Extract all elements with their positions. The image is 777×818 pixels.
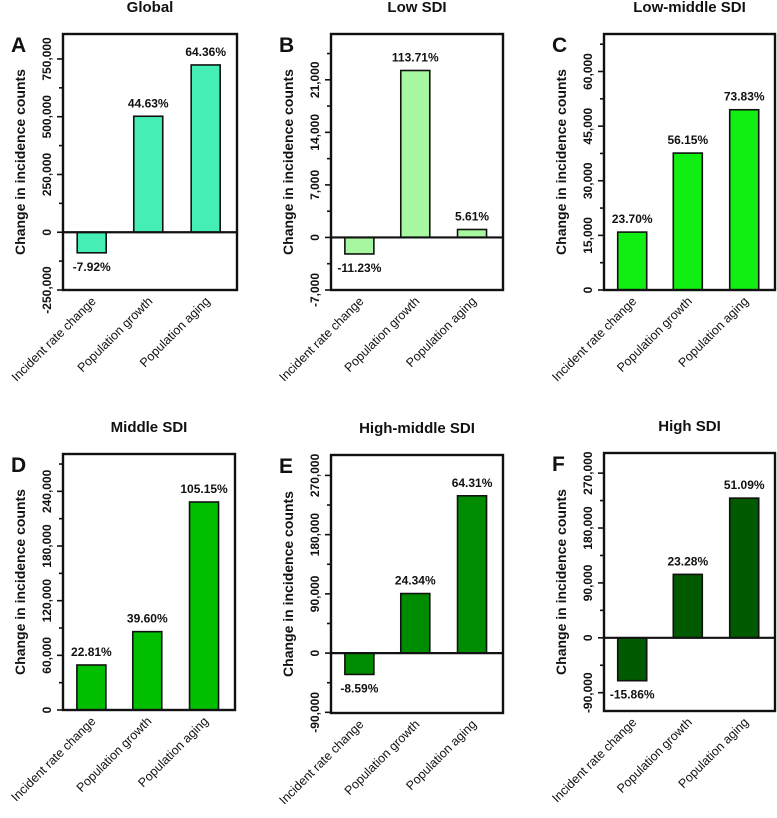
bar-2	[672, 573, 704, 639]
y-tick-label: 60,000	[40, 637, 54, 674]
plot-frame	[329, 453, 505, 715]
data-label: -7.92%	[73, 260, 111, 274]
y-tick-label: 30,000	[581, 162, 595, 199]
data-label: 56.15%	[667, 133, 708, 147]
bar-2	[399, 69, 431, 239]
y-tick-label: 45,000	[581, 107, 595, 144]
y-tick-label: -90,000	[308, 692, 322, 733]
y-tick-label: 90,000	[308, 575, 322, 612]
y-axis-label: Change in incidence counts	[553, 69, 569, 255]
chart-title: High SDI	[658, 418, 721, 435]
bar-1	[616, 637, 648, 682]
data-label: 5.61%	[455, 209, 489, 223]
chart-title: Low SDI	[387, 0, 446, 16]
bar-3	[728, 108, 760, 291]
data-label: 64.31%	[452, 476, 493, 490]
data-label: 23.28%	[667, 554, 708, 568]
data-label: 73.83%	[724, 90, 765, 104]
y-tick-label: 15,000	[581, 217, 595, 254]
y-tick-label: 0	[308, 234, 322, 241]
y-axis-label: Change in incidence counts	[280, 69, 296, 255]
y-tick-label: 250,000	[40, 152, 54, 196]
y-tick-label: 0	[581, 286, 595, 293]
chart-title: Middle SDI	[111, 419, 188, 436]
plot-frame	[61, 32, 239, 292]
bar-3	[456, 228, 488, 239]
y-axis-label: Change in incidence counts	[553, 489, 569, 675]
plot-frame	[602, 451, 777, 713]
data-label: 105.15%	[180, 482, 228, 496]
chart-panel-d: Middle SDI D Change in incidence counts 22.…	[8, 419, 237, 804]
panel-letter: E	[279, 455, 293, 478]
bar-2	[131, 630, 163, 711]
y-axis-label: Change in incidence counts	[280, 491, 296, 677]
y-tick-label: -250,000	[40, 266, 54, 314]
chart-title: Global	[127, 0, 174, 16]
y-tick-label: 0	[40, 229, 54, 236]
bar-2	[399, 592, 431, 654]
chart-title: High-middle SDI	[359, 420, 475, 437]
panel-letter: C	[552, 34, 567, 57]
y-tick-label: 270,000	[308, 453, 322, 497]
bar-1	[344, 236, 375, 255]
y-tick-label: 270,000	[581, 451, 595, 495]
bar-3	[188, 501, 220, 711]
bar-1	[344, 652, 375, 676]
panel-letter: A	[11, 34, 26, 57]
data-label: 44.63%	[128, 96, 169, 110]
y-tick-label: -90,000	[581, 672, 595, 713]
data-label: 64.36%	[185, 45, 226, 59]
bar-1	[76, 231, 108, 254]
chart-panel-b: Low SDI B Change in incidence counts -11.23…	[276, 0, 505, 384]
y-tick-label: 120,000	[40, 579, 54, 623]
bar-3	[456, 495, 488, 654]
bar-3	[728, 497, 760, 639]
chart-title: Low-middle SDI	[633, 0, 746, 16]
y-tick-label: 180,000	[581, 506, 595, 550]
data-label: -8.59%	[340, 681, 378, 695]
y-axis-label: Change in incidence counts	[12, 489, 28, 675]
y-tick-label: 180,000	[308, 513, 322, 557]
plot-frame	[602, 32, 777, 292]
plot-frame	[329, 32, 505, 292]
chart-panel-c: Low-middle SDI C Change in incidence count…	[549, 0, 777, 384]
data-label: 24.34%	[395, 574, 436, 588]
y-axis-label: Change in incidence counts	[12, 69, 28, 255]
y-tick-label: 7,000	[308, 170, 322, 200]
chart-panel-f: High SDI F Change in incidence counts -15.8…	[549, 418, 777, 805]
bar-1	[616, 231, 648, 291]
y-tick-label: 240,000	[40, 469, 54, 513]
data-label: 23.70%	[612, 212, 653, 226]
data-label: 39.60%	[127, 612, 168, 626]
plot-frame	[61, 452, 237, 712]
bar-3	[190, 64, 221, 234]
y-tick-label: 0	[308, 649, 322, 656]
chart-panel-e: High-middle SDI E Change in incidence coun…	[276, 420, 505, 807]
y-tick-label: 750,000	[40, 37, 54, 81]
y-tick-label: 0	[581, 634, 595, 641]
panel-letter: D	[11, 454, 26, 477]
bar-1	[76, 664, 107, 711]
data-label: 113.71%	[392, 50, 439, 64]
y-tick-label: 14,000	[308, 114, 322, 151]
data-label: 22.81%	[71, 645, 112, 659]
y-tick-label: 500,000	[40, 95, 54, 139]
y-tick-label: 180,000	[40, 524, 54, 568]
panel-letter: B	[279, 34, 294, 57]
y-tick-label: 60,000	[581, 53, 595, 90]
y-tick-label: 0	[40, 706, 54, 713]
bar-2	[672, 152, 704, 291]
y-tick-label: -7,000	[308, 273, 322, 307]
data-label: -11.23%	[337, 261, 381, 275]
panel-letter: F	[552, 453, 565, 476]
data-label: 51.09%	[724, 478, 765, 492]
data-label: -15.86%	[610, 688, 655, 702]
y-tick-label: 21,000	[308, 61, 322, 98]
bar-2	[132, 115, 164, 234]
y-tick-label: 90,000	[581, 564, 595, 601]
